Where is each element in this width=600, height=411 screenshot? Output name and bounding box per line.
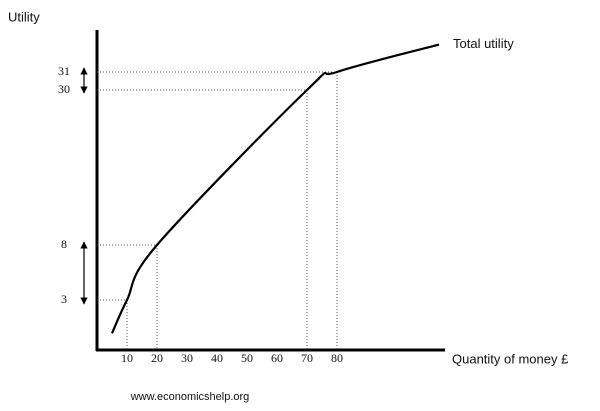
guide-line xyxy=(97,71,338,350)
y-tick-label: 3 xyxy=(61,292,67,306)
x-axis-label: Quantity of money £ xyxy=(452,351,569,366)
x-tick-label: 40 xyxy=(211,351,223,365)
x-tick-label: 30 xyxy=(181,351,193,365)
series-label: Total utility xyxy=(453,36,514,51)
utility-curve xyxy=(110,43,440,334)
x-tick-label: 60 xyxy=(271,351,283,365)
x-tick-label: 80 xyxy=(331,351,343,365)
y-tick-label: 30 xyxy=(58,82,70,96)
x-tick-label: 20 xyxy=(151,351,163,365)
x-tick-label: 50 xyxy=(241,351,253,365)
y-tick-label: 8 xyxy=(61,237,67,251)
source-note: www.economicshelp.org xyxy=(130,391,250,403)
y-axis-label: Utility xyxy=(8,9,40,24)
x-tick-label: 10 xyxy=(121,351,133,365)
y-tick-label: 31 xyxy=(58,64,70,78)
x-tick-label: 70 xyxy=(301,351,313,365)
guide-line xyxy=(97,89,308,350)
